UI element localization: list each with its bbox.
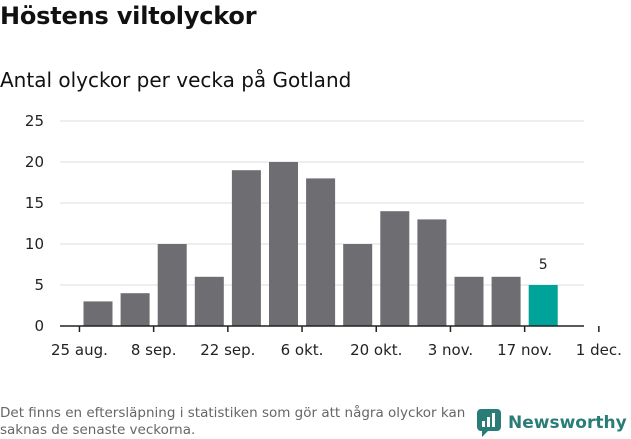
bar <box>491 276 521 326</box>
brand-logo: Newsworthy <box>476 408 627 438</box>
data-labels: 5 <box>539 257 548 273</box>
data-label: 5 <box>539 257 548 273</box>
bar <box>417 219 447 326</box>
y-axis: 0 5 10 15 20 25 <box>25 112 44 335</box>
x-tick-label: 1 dec. <box>576 341 622 359</box>
bar <box>269 162 298 326</box>
bar-chart: 0 5 10 15 20 25 25 aug. 8 sep. 22 sep. 6 okt. 20 … <box>25 112 622 359</box>
bar <box>380 211 410 326</box>
x-axis: 25 aug. 8 sep. 22 sep. 6 okt. 20 okt. 3 nov. 1… <box>51 325 622 359</box>
bar <box>343 244 373 326</box>
newsworthy-logo-icon <box>477 409 501 437</box>
bar <box>231 170 261 326</box>
x-tick-label: 22 sep. <box>200 341 255 359</box>
bar <box>454 276 484 326</box>
bar <box>528 285 558 326</box>
y-tick-label: 15 <box>25 194 44 212</box>
footnote: Det finns en eftersläpning i statistiken… <box>0 405 466 438</box>
bars <box>83 162 558 326</box>
bar <box>194 276 224 326</box>
x-tick-label: 3 nov. <box>428 341 473 359</box>
y-tick-label: 25 <box>25 112 44 130</box>
bar <box>157 244 187 326</box>
chart-title: Höstens viltolyckor <box>0 2 257 30</box>
y-tick-label: 10 <box>25 235 44 253</box>
x-tick-label: 17 nov. <box>497 341 552 359</box>
bar <box>120 293 150 326</box>
x-tick-label: 20 okt. <box>350 341 402 359</box>
y-tick-label: 0 <box>34 317 44 335</box>
x-tick-label: 6 okt. <box>281 341 324 359</box>
x-tick-label: 8 sep. <box>131 341 177 359</box>
y-tick-label: 5 <box>34 276 44 294</box>
brand-name: Newsworthy <box>508 413 627 433</box>
chart-subtitle: Antal olyckor per vecka på Gotland <box>0 68 352 92</box>
x-tick-label: 25 aug. <box>51 341 108 359</box>
bar <box>306 178 336 326</box>
bar <box>83 301 113 326</box>
y-tick-label: 20 <box>25 153 44 171</box>
